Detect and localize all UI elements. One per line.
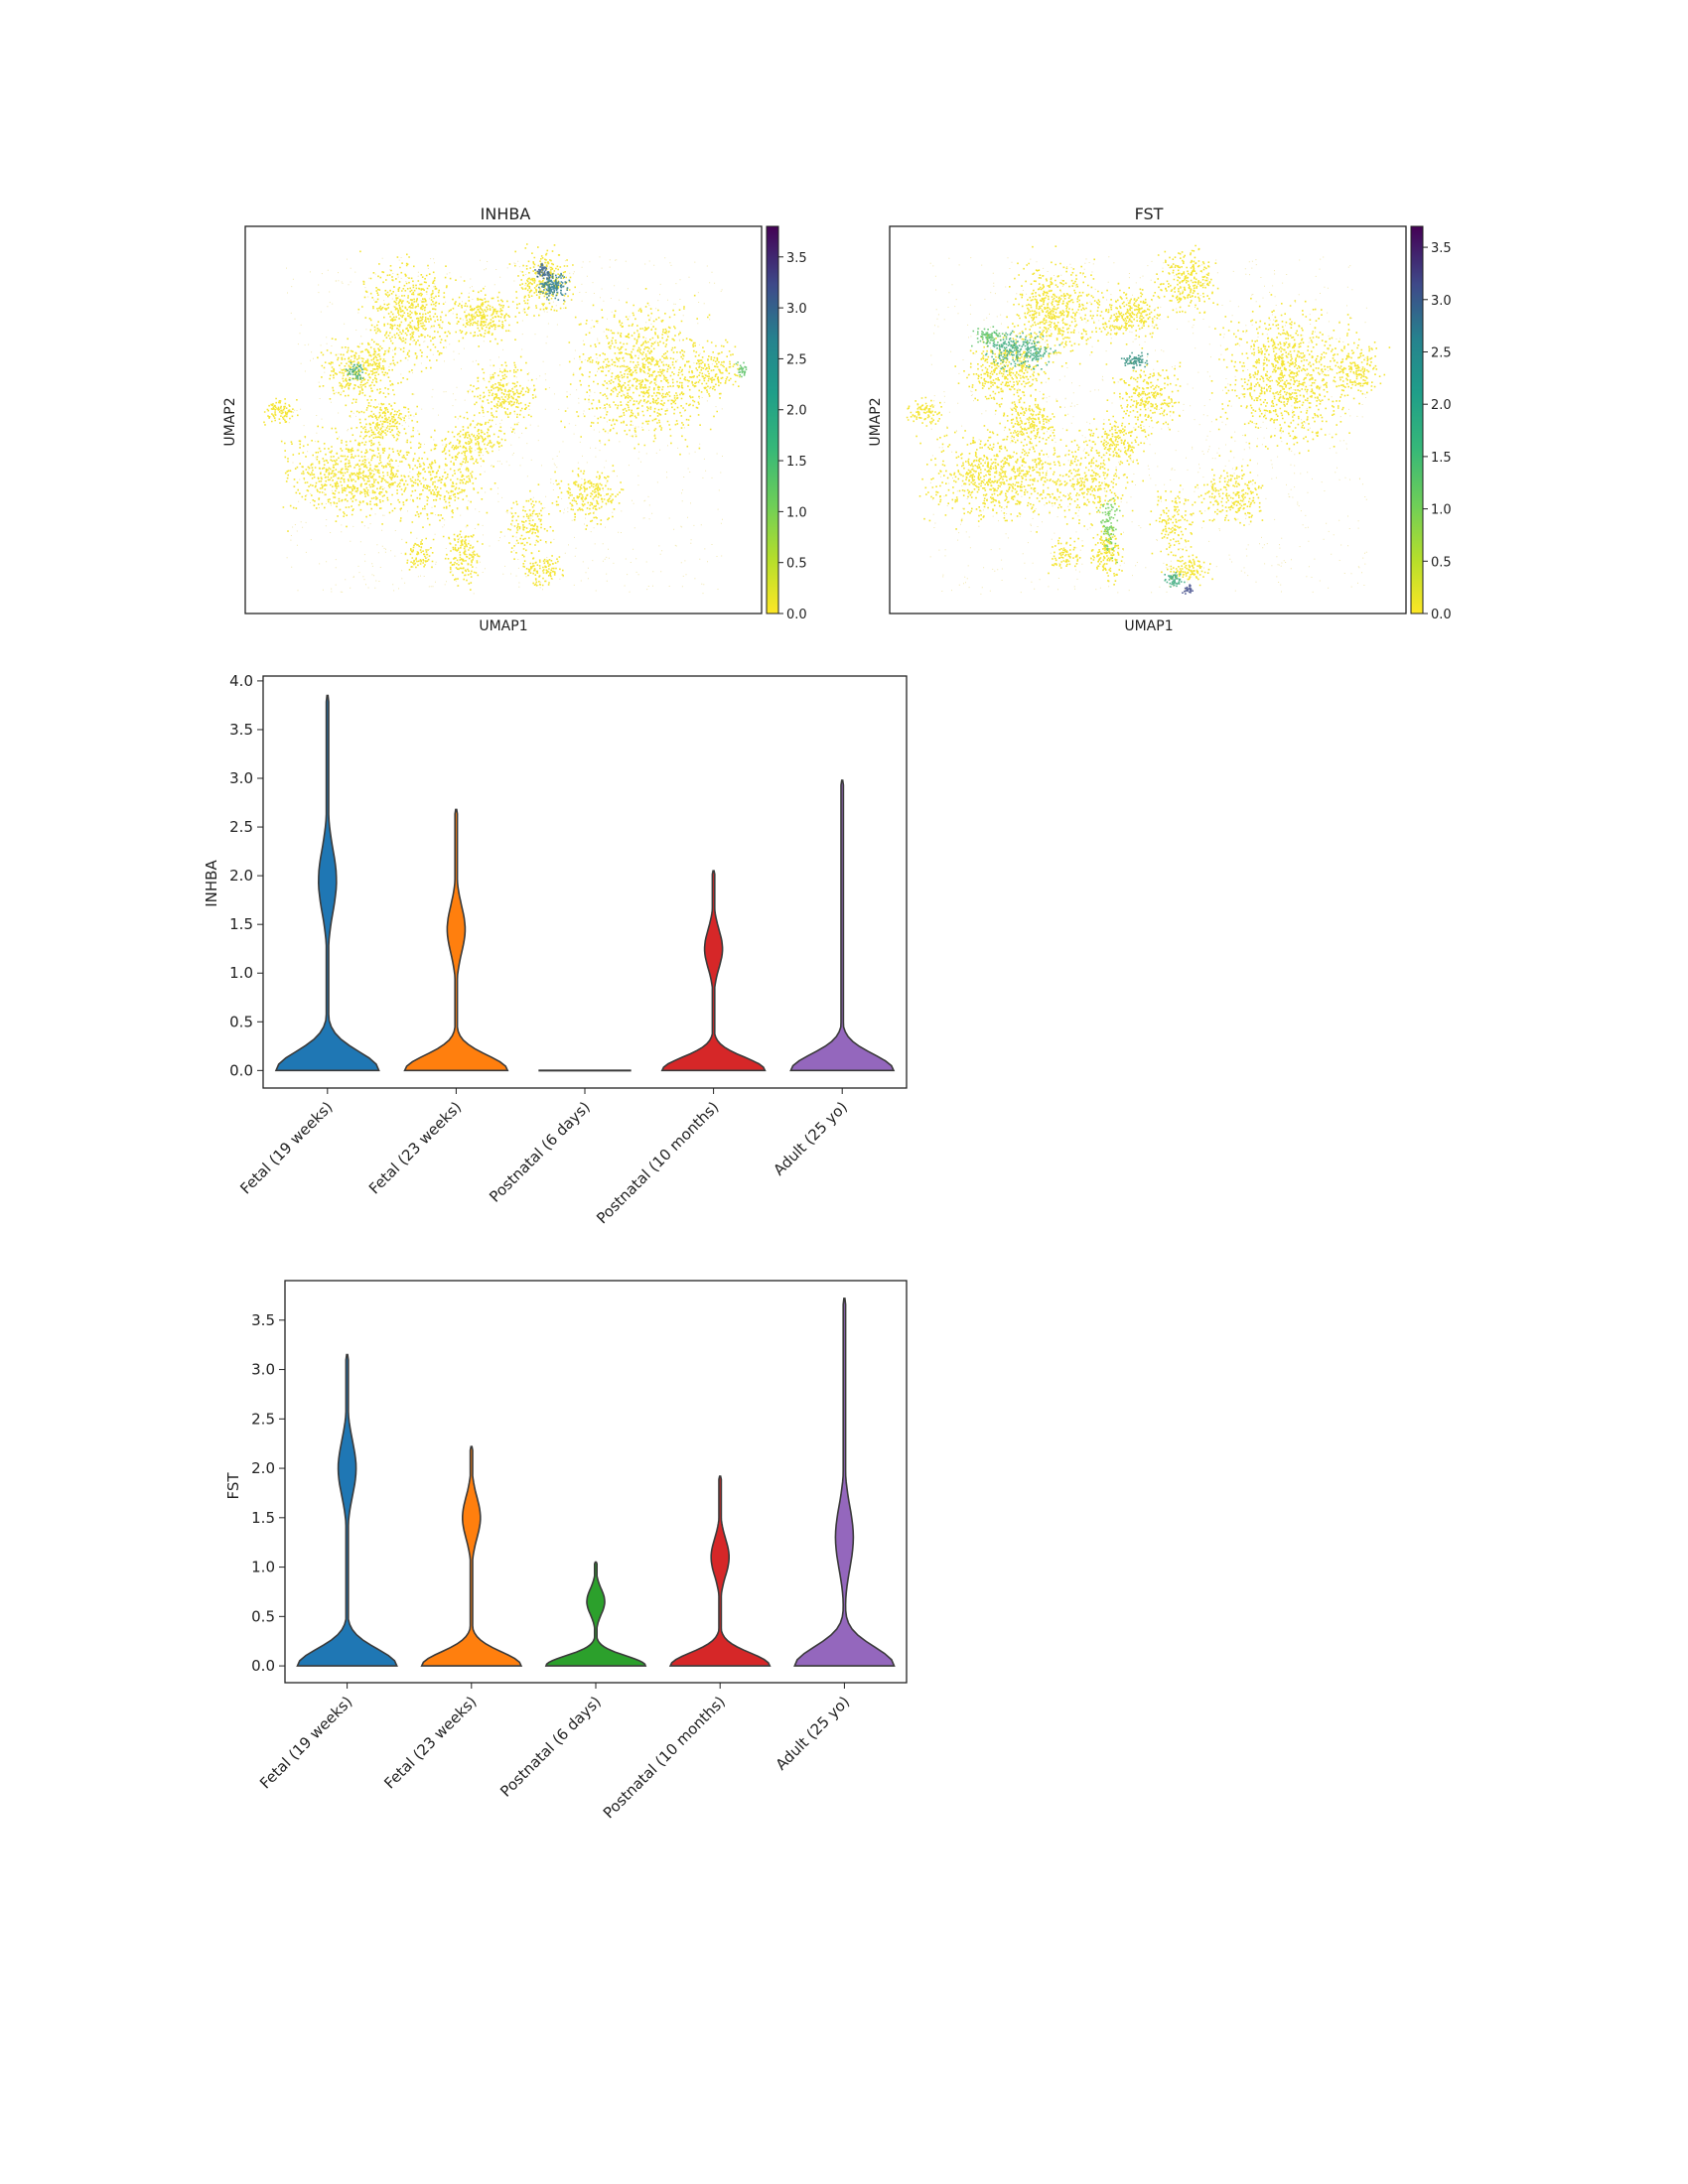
y-tick-label: 1.0 — [229, 964, 253, 982]
violin-4 — [668, 1475, 772, 1667]
x-tick-label: Fetal (23 weeks) — [380, 1693, 480, 1792]
umap-fst-ylabel: UMAP2 — [868, 397, 884, 446]
y-tick-label: 3.0 — [251, 1361, 275, 1379]
y-tick-label: 0.5 — [251, 1607, 275, 1625]
violin-inhba-y-axis: 0.0 0.5 1.0 1.5 2.0 2.5 3.0 3.5 4.0 — [229, 672, 263, 1079]
umap-inhba-title: INHBA — [481, 205, 531, 223]
colorbar-tick-label: 2.5 — [786, 352, 807, 367]
colorbar-tick-label: 0.5 — [1431, 555, 1452, 570]
umap-fst-cells — [906, 244, 1391, 595]
x-tick-label: Fetal (23 weeks) — [365, 1098, 465, 1197]
violin-inhba-frame — [262, 675, 908, 1089]
colorbar-tick-label: 3.5 — [1431, 241, 1452, 256]
violin-fst-panel: 0.0 0.5 1.0 1.5 2.0 2.5 3.0 3.5 Fetal (19 weeks… — [224, 1280, 908, 1822]
violin-inhba-violins — [274, 694, 896, 1072]
umap-inhba-cells — [263, 243, 748, 595]
colorbar-tick-label: 1.5 — [786, 455, 807, 470]
y-tick-label: 0.0 — [229, 1061, 253, 1079]
colorbar-tick-label: 3.0 — [1431, 294, 1452, 309]
y-tick-label: 1.5 — [251, 1509, 275, 1527]
umap-inhba-xlabel: UMAP1 — [479, 618, 527, 634]
colorbar-tick-label: 1.0 — [786, 505, 807, 520]
umap-inhba-ylabel: UMAP2 — [222, 397, 238, 446]
violin-fst-ylabel: FST — [224, 1472, 242, 1500]
colorbar-tick-label: 3.5 — [786, 251, 807, 266]
y-tick-label: 2.5 — [229, 818, 253, 836]
violin-inhba-ylabel: INHBA — [203, 860, 220, 907]
y-tick-label: 4.0 — [229, 672, 253, 690]
umap-fst-colorbar: 0.0 0.5 1.0 1.5 2.0 2.5 3.0 3.5 — [1410, 225, 1452, 622]
violin-3 — [544, 1561, 647, 1667]
violin-fst-violins — [296, 1297, 896, 1667]
colorbar-tick-label: 3.0 — [786, 302, 807, 317]
violin-1 — [296, 1353, 398, 1667]
colorbar-tick-label: 1.0 — [1431, 503, 1452, 518]
y-tick-label: 1.0 — [251, 1559, 275, 1576]
umap-inhba-colorbar-gradient — [766, 225, 779, 614]
umap-inhba-colorbar: 0.0 0.5 1.0 1.5 2.0 2.5 3.0 3.5 — [766, 225, 807, 622]
umap-fst-xlabel: UMAP1 — [1124, 618, 1173, 634]
umap-fst-panel: FST UMAP1 UMAP2 0.0 0.5 1.0 1.5 2.0 2.5 3.0 3.5 — [868, 205, 1452, 634]
colorbar-tick-label: 0.5 — [786, 557, 807, 572]
violin-2 — [420, 1445, 523, 1667]
umap-inhba-frame — [244, 225, 763, 614]
x-tick-label: Fetal (19 weeks) — [256, 1693, 355, 1792]
y-tick-label: 0.0 — [251, 1657, 275, 1675]
violin-fst-y-axis: 0.0 0.5 1.0 1.5 2.0 2.5 3.0 3.5 — [251, 1311, 285, 1675]
colorbar-tick-label: 2.5 — [1431, 345, 1452, 360]
colorbar-tick-label: 1.5 — [1431, 451, 1452, 466]
umap-fst-colorbar-gradient — [1410, 225, 1424, 614]
umap-fst-title: FST — [1135, 205, 1164, 223]
violin-fst-x-axis: Fetal (19 weeks) Fetal (23 weeks) Postnata… — [256, 1683, 853, 1822]
y-tick-label: 3.5 — [251, 1311, 275, 1329]
x-tick-label: Postnatal (6 days) — [496, 1693, 605, 1801]
colorbar-tick-label: 0.0 — [786, 608, 807, 622]
y-tick-label: 3.5 — [229, 721, 253, 739]
x-tick-label: Adult (25 yo) — [770, 1098, 851, 1179]
violin-5 — [793, 1297, 896, 1667]
colorbar-tick-label: 2.0 — [786, 404, 807, 419]
umap-fst-frame — [889, 225, 1407, 614]
violin-2 — [403, 808, 509, 1072]
x-tick-label: Fetal (19 weeks) — [236, 1098, 336, 1197]
colorbar-tick-label: 2.0 — [1431, 398, 1452, 413]
violin-inhba-panel: 0.0 0.5 1.0 1.5 2.0 2.5 3.0 3.5 4.0 Fetal (19 we… — [203, 672, 908, 1227]
umap-inhba-panel: INHBA UMAP1 UMAP2 0.0 0.5 1.0 1.5 2.0 2.5 3.0 3… — [222, 205, 807, 634]
x-tick-label: Adult (25 yo) — [773, 1693, 854, 1774]
y-tick-label: 3.0 — [229, 769, 253, 787]
colorbar-tick-label: 0.0 — [1431, 608, 1452, 622]
x-tick-label: Postnatal (6 days) — [486, 1098, 594, 1206]
violin-1 — [274, 694, 380, 1072]
violin-inhba-x-axis: Fetal (19 weeks) Fetal (23 weeks) Postnata… — [236, 1088, 851, 1227]
x-tick-label: Postnatal (10 months) — [600, 1693, 729, 1822]
x-tick-label: Postnatal (10 months) — [593, 1098, 722, 1227]
violin-4 — [660, 870, 767, 1072]
violin-5 — [789, 779, 896, 1072]
y-tick-label: 2.5 — [251, 1410, 275, 1428]
y-tick-label: 2.0 — [229, 867, 253, 885]
y-tick-label: 1.5 — [229, 915, 253, 933]
y-tick-label: 2.0 — [251, 1459, 275, 1477]
y-tick-label: 0.5 — [229, 1013, 253, 1030]
